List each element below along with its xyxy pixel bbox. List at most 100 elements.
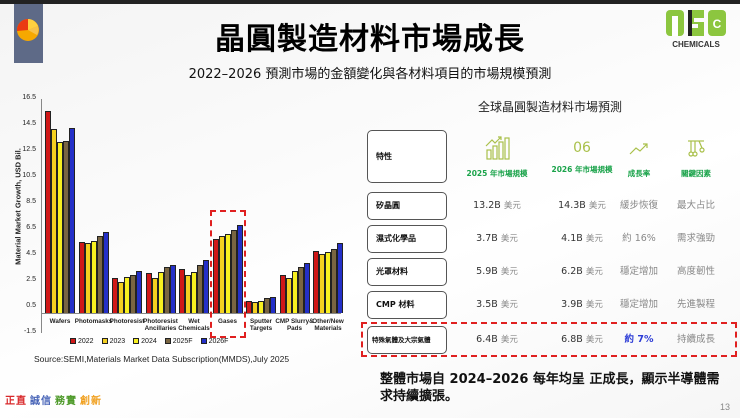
legend-label: 2026F xyxy=(208,338,229,345)
bar-2025f xyxy=(331,248,337,313)
y-tick-label: 16.5 xyxy=(22,94,36,101)
table-row: 濕式化學品 3.7B 美元 4.1B 美元約 16% 需求強勁 xyxy=(367,225,737,253)
bar-2022 xyxy=(179,269,185,313)
legend-item-2026f: 2026F xyxy=(200,338,229,345)
bar-2026f xyxy=(236,225,243,313)
bar-2022 xyxy=(45,110,51,313)
bar-2026f xyxy=(303,262,310,313)
motto-word: 正直 xyxy=(5,396,27,407)
value-unit: 美元 xyxy=(500,300,518,310)
legend-label: 2022 xyxy=(78,338,94,345)
legend-swatch xyxy=(101,338,108,345)
bar-2022 xyxy=(246,301,252,313)
value-amount: 5.9B xyxy=(476,266,498,277)
legend-item-2024: 2024 xyxy=(133,338,157,345)
bar-2025f xyxy=(130,274,136,313)
trend-up-icon xyxy=(629,143,648,155)
bar-2024 xyxy=(258,301,264,313)
header-2025-label: 2025 年市場規模 xyxy=(466,169,528,178)
header-key-factors: 關鍵因素 xyxy=(661,136,731,179)
value-2025: 6.4B 美元 xyxy=(457,326,537,354)
bar-2026f xyxy=(136,270,142,313)
value-amount: 14.3B xyxy=(558,200,586,211)
value-unit: 美元 xyxy=(500,234,518,244)
bar-2025f xyxy=(230,230,237,313)
bar-2024 xyxy=(325,252,331,313)
category-line: Materials xyxy=(314,325,342,333)
bar-2024 xyxy=(291,270,298,313)
table-row: 特殊氣體及大宗氣體 6.4B 美元 6.8B 美元約 7% 持續成長 xyxy=(367,326,737,354)
value-unit: 美元 xyxy=(585,267,603,277)
bar-group-other-new-materials xyxy=(313,92,343,313)
legend-item-2025f: 2025F xyxy=(164,338,193,345)
x-category-label: Wafers xyxy=(34,318,86,325)
bar-2022 xyxy=(78,242,85,313)
bar-group-photoresist-ancillaries xyxy=(145,92,176,313)
bar-2023 xyxy=(285,278,292,313)
bar-2025f xyxy=(96,235,103,313)
bar-group-wet-chemicals xyxy=(179,92,209,313)
key-factor: 先進製程 xyxy=(676,299,715,310)
value-2025: 3.7B 美元 xyxy=(457,225,537,253)
value-amount: 3.5B xyxy=(476,299,498,310)
growth-rate: 約 16% xyxy=(622,233,656,244)
bar-2025f xyxy=(197,265,203,313)
bar-2026f xyxy=(169,265,176,313)
category-line: Photoresist xyxy=(109,318,145,325)
y-tick-label: 6.5 xyxy=(26,224,36,231)
legend-item-2022: 2022 xyxy=(70,338,94,345)
y-tick-label: 4.5 xyxy=(26,250,36,257)
bar-2024 xyxy=(124,277,130,313)
table-row: 光罩材料 5.9B 美元 6.2B 美元 穩定增加 高度韌性 xyxy=(367,258,737,286)
category-line: Sputter xyxy=(249,318,273,325)
value-2026: 6.8B 美元 xyxy=(542,326,622,354)
bar-2022 xyxy=(313,251,319,313)
legend-item-2023: 2023 xyxy=(101,338,126,345)
value-amount: 3.7B xyxy=(476,233,498,244)
y-tick-label: 8.5 xyxy=(26,198,36,205)
bar-chart-growth-icon xyxy=(485,136,510,160)
value-amount: 6.8B xyxy=(561,334,583,345)
growth-rate: 穩定增加 xyxy=(619,299,658,310)
value-2026: 4.1B 美元 xyxy=(542,225,622,253)
bar-2023 xyxy=(84,243,91,313)
company-motto: 正直 誠信 務實 創新 xyxy=(5,392,105,407)
legend-label: 2025F xyxy=(172,338,193,345)
growth-rate: 穩定增加 xyxy=(619,266,658,277)
key-factors-icon xyxy=(688,140,705,157)
value-unit: 美元 xyxy=(585,335,603,345)
bar-2025f xyxy=(264,297,270,313)
bar-2023 xyxy=(252,301,258,313)
header-06-glyph: 06 xyxy=(573,140,591,156)
legend-swatch xyxy=(133,338,140,345)
value-2026: 6.2B 美元 xyxy=(542,258,622,286)
value-unit: 美元 xyxy=(588,201,606,211)
table-title: 全球晶圓製造材料市場預測 xyxy=(477,100,622,114)
bar-2023 xyxy=(218,235,225,313)
motto-word: 誠信 xyxy=(30,396,52,407)
bar-2023 xyxy=(319,253,325,313)
y-tick-label: -1.5 xyxy=(23,328,36,335)
category-line: Pads xyxy=(286,325,303,333)
value-2025: 5.9B 美元 xyxy=(457,258,537,286)
header-2026-label: 2026 年市場規模 xyxy=(551,165,613,174)
x-category-label: Photoresist xyxy=(101,318,153,325)
category-line: Wet xyxy=(188,318,200,325)
motto-word: 務實 xyxy=(55,396,77,407)
table-row: 矽晶圓 13.2B 美元 14.3B 美元 緩步恢復 最大占比 xyxy=(367,192,737,220)
value-amount: 6.4B xyxy=(476,334,498,345)
row-label: 光罩材料 xyxy=(367,258,447,286)
table-row: CMP 材料 3.5B 美元 3.9B 美元 穩定增加 先進製程 xyxy=(367,291,737,319)
value-2025: 13.2B 美元 xyxy=(457,192,537,220)
svg-text:C: C xyxy=(713,17,722,31)
material-market-bar-chart: Material Market Growth, USD Bil. 16.5 14.… xyxy=(0,92,360,352)
category-line: Photoresist xyxy=(143,318,178,325)
motto-word: 創新 xyxy=(80,396,102,407)
chart-legend: 2022 2023 2024 2025F 2026F xyxy=(70,338,228,345)
value-unit: 美元 xyxy=(503,201,521,211)
legend-label: 2023 xyxy=(109,338,126,345)
bar-group-photoresist xyxy=(112,92,142,313)
value-amount: 6.2B xyxy=(561,266,583,277)
page-number: 13 xyxy=(719,402,730,412)
category-line: Other/New xyxy=(312,318,344,325)
